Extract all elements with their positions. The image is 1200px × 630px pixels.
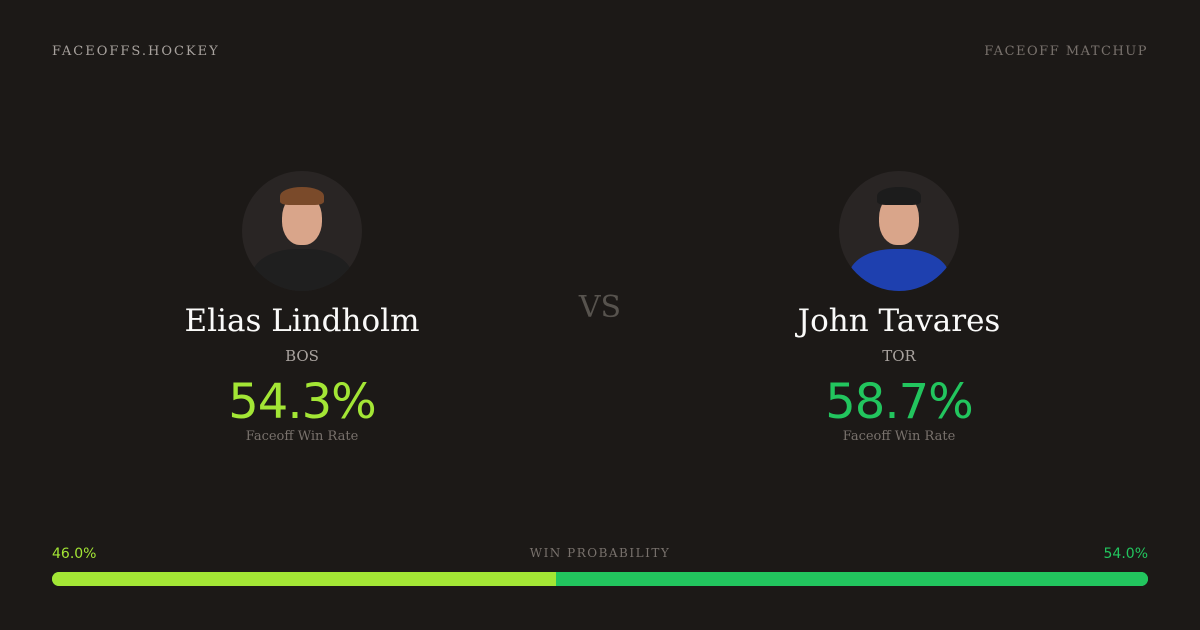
vs-label: VS [578, 290, 622, 325]
hair-shape [877, 187, 921, 205]
player-team: TOR [882, 347, 916, 365]
jersey-shape [252, 249, 352, 291]
hair-shape [280, 187, 324, 205]
player-name: Elias Lindholm [184, 303, 420, 339]
faceoff-win-rate: 54.3% [228, 374, 376, 430]
player-name: John Tavares [797, 303, 1001, 339]
left-probability-fill [52, 572, 557, 586]
right-win-probability: 54.0% [1103, 546, 1148, 562]
faceoff-win-rate: 58.7% [825, 374, 973, 430]
jersey-shape [849, 249, 949, 291]
page-type-label: FACEOFF MATCHUP [984, 44, 1148, 59]
right-probability-fill [556, 572, 1148, 586]
win-probability-label: WIN PROBABILITY [529, 546, 671, 560]
player-avatar [242, 171, 362, 291]
player-card-left: Elias Lindholm BOS 54.3% Faceoff Win Rat… [102, 171, 502, 444]
left-win-probability: 46.0% [52, 546, 97, 562]
player-team: BOS [285, 347, 319, 365]
win-rate-label: Faceoff Win Rate [842, 429, 956, 444]
player-avatar [839, 171, 959, 291]
brand-logo-text: FACEOFFS.HOCKEY [52, 44, 220, 59]
win-probability-bar [52, 572, 1148, 586]
player-card-right: John Tavares TOR 58.7% Faceoff Win Rate [699, 171, 1099, 444]
win-rate-label: Faceoff Win Rate [245, 429, 359, 444]
